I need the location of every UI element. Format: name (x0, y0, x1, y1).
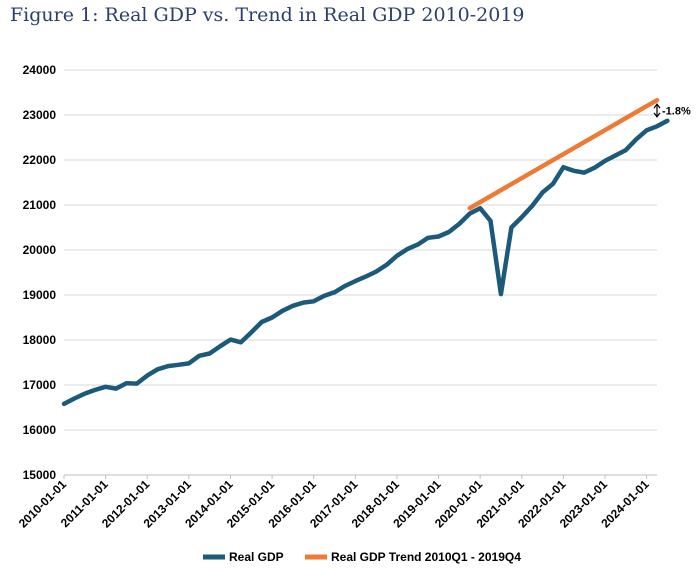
gap-annotation-label: -1.8% (662, 106, 691, 118)
gridlines (64, 69, 657, 476)
legend: Real GDP Real GDP Trend 2010Q1 - 2019Q4 (203, 550, 521, 564)
y-tick-label: 23000 (23, 108, 57, 122)
y-tick-label: 15000 (23, 468, 57, 482)
figure-title: Figure 1: Real GDP vs. Trend in Real GDP… (10, 4, 525, 26)
y-tick-label: 20000 (23, 243, 57, 257)
legend-label-real-gdp: Real GDP (229, 550, 284, 564)
series-line-trend (467, 97, 660, 211)
y-tick-label: 17000 (23, 378, 57, 392)
y-tick-label: 21000 (23, 198, 57, 212)
y-tick-label: 22000 (23, 153, 57, 167)
y-tick-label: 24000 (23, 63, 57, 77)
y-tick-label: 18000 (23, 333, 57, 347)
series-layer (61, 97, 670, 407)
legend-label-trend: Real GDP Trend 2010Q1 - 2019Q4 (331, 550, 521, 564)
gap-arrow-head-bottom (653, 112, 661, 118)
y-tick-label: 19000 (23, 288, 57, 302)
series-line-real-gdp (61, 118, 670, 407)
x-axis-ticks: 2010-01-012011-01-012012-01-012013-01-01… (16, 475, 652, 531)
y-axis-ticks: 15000 16000 17000 18000 19000 20000 21000 22000… (23, 63, 57, 482)
gap-arrow-head-top (653, 103, 661, 109)
gap-annotation: -1.8% (653, 103, 691, 118)
y-tick-label: 16000 (23, 423, 57, 437)
